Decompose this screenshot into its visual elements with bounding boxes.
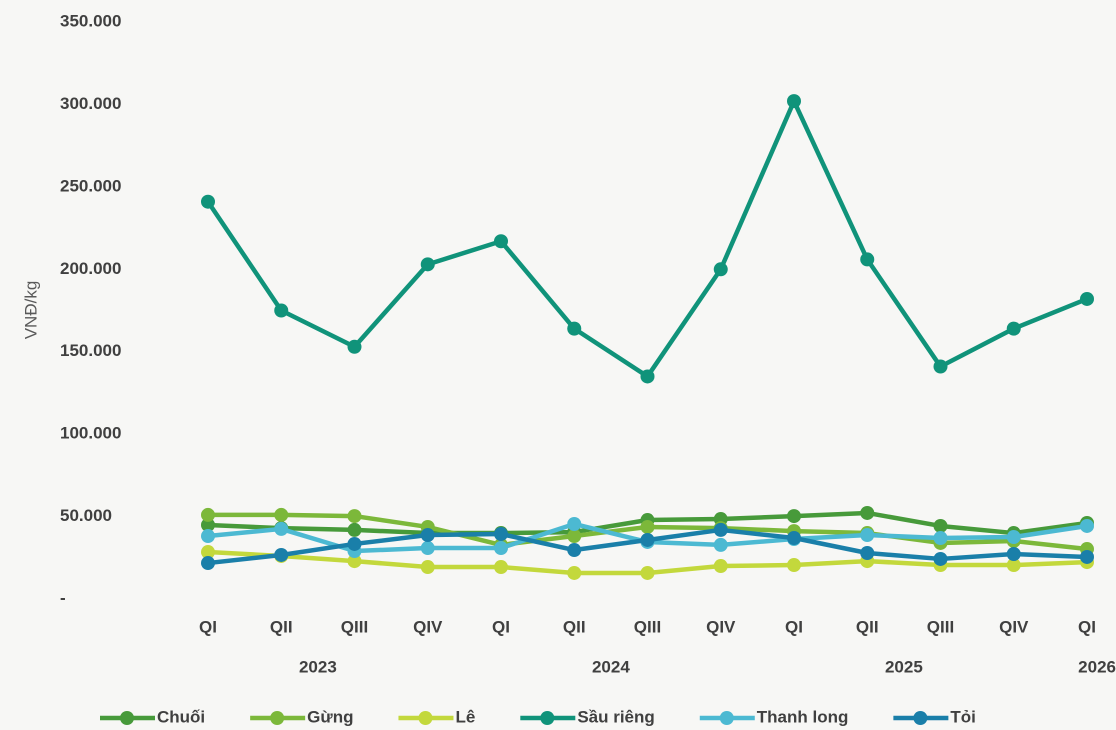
x-tick-label: QIV bbox=[706, 617, 736, 636]
point bbox=[567, 529, 581, 543]
legend-label: Lê bbox=[455, 707, 475, 726]
point bbox=[348, 537, 362, 551]
point bbox=[274, 522, 288, 536]
point bbox=[421, 257, 435, 271]
point bbox=[494, 560, 508, 574]
point bbox=[641, 566, 655, 580]
chart: VNĐ/kg - 50.000 100.000 150.000 200.000 250.0… bbox=[0, 0, 1116, 730]
year-label: 2026 bbox=[1078, 657, 1116, 676]
point bbox=[787, 94, 801, 108]
point bbox=[641, 369, 655, 383]
y-axis-label: VNĐ/kg bbox=[21, 281, 40, 340]
legend-label: Gừng bbox=[307, 707, 353, 726]
point bbox=[934, 519, 948, 533]
x-tick-label: QII bbox=[563, 617, 586, 636]
point bbox=[934, 360, 948, 374]
legend-label: Chuối bbox=[157, 707, 205, 726]
year-label: 2024 bbox=[592, 657, 630, 676]
x-tick-label: QII bbox=[856, 617, 879, 636]
y-tick-label: 200.000 bbox=[60, 259, 121, 278]
legend-label: Thanh long bbox=[757, 707, 849, 726]
x-tick-label: QIII bbox=[341, 617, 368, 636]
point bbox=[1080, 292, 1094, 306]
point bbox=[934, 531, 948, 545]
y-tick-label: 350.000 bbox=[60, 11, 121, 30]
legend-label: Tỏi bbox=[950, 707, 976, 726]
y-tick-label: 50.000 bbox=[60, 506, 112, 525]
y-tick-label: 100.000 bbox=[60, 424, 121, 443]
point bbox=[860, 546, 874, 560]
point bbox=[348, 340, 362, 354]
x-tick-label: QIII bbox=[634, 617, 661, 636]
point bbox=[201, 508, 215, 522]
point bbox=[421, 528, 435, 542]
point bbox=[274, 508, 288, 522]
point bbox=[201, 195, 215, 209]
point bbox=[567, 517, 581, 531]
point bbox=[641, 520, 655, 534]
point bbox=[1080, 519, 1094, 533]
legend-marker bbox=[540, 711, 554, 725]
point bbox=[567, 322, 581, 336]
legend-label: Sầu riêng bbox=[577, 707, 654, 726]
point bbox=[787, 531, 801, 545]
x-tick-label: QI bbox=[199, 617, 217, 636]
x-tick-label: QIV bbox=[413, 617, 443, 636]
x-tick-label: QI bbox=[785, 617, 803, 636]
y-tick-label: 300.000 bbox=[60, 94, 121, 113]
point bbox=[714, 559, 728, 573]
legend-marker bbox=[913, 711, 927, 725]
series-line bbox=[208, 101, 1087, 376]
point bbox=[860, 252, 874, 266]
point bbox=[567, 566, 581, 580]
point bbox=[714, 262, 728, 276]
point bbox=[1007, 530, 1021, 544]
point bbox=[348, 509, 362, 523]
point bbox=[1007, 547, 1021, 561]
point bbox=[421, 560, 435, 574]
y-tick-label: 250.000 bbox=[60, 176, 121, 195]
legend-marker bbox=[270, 711, 284, 725]
x-tick-label: QIII bbox=[927, 617, 954, 636]
point bbox=[201, 529, 215, 543]
point bbox=[421, 541, 435, 555]
point bbox=[494, 527, 508, 541]
year-label: 2023 bbox=[299, 657, 337, 676]
y-tick-label: 150.000 bbox=[60, 341, 121, 360]
point bbox=[567, 543, 581, 557]
point bbox=[494, 541, 508, 555]
x-tick-label: QII bbox=[270, 617, 293, 636]
point bbox=[787, 509, 801, 523]
x-tick-label: QIV bbox=[999, 617, 1029, 636]
year-label: 2025 bbox=[885, 657, 923, 676]
point bbox=[1007, 322, 1021, 336]
point bbox=[274, 304, 288, 318]
point bbox=[860, 506, 874, 520]
x-tick-label: QI bbox=[1078, 617, 1096, 636]
point bbox=[714, 523, 728, 537]
point bbox=[860, 528, 874, 542]
legend-marker bbox=[720, 711, 734, 725]
point bbox=[1080, 550, 1094, 564]
point bbox=[641, 533, 655, 547]
point bbox=[494, 234, 508, 248]
point bbox=[348, 523, 362, 537]
point bbox=[787, 558, 801, 572]
point bbox=[274, 548, 288, 562]
legend-marker bbox=[120, 711, 134, 725]
legend-marker bbox=[418, 711, 432, 725]
point bbox=[934, 552, 948, 566]
x-tick-label: QI bbox=[492, 617, 510, 636]
point bbox=[201, 556, 215, 570]
point bbox=[714, 538, 728, 552]
y-tick-label: - bbox=[60, 588, 66, 607]
